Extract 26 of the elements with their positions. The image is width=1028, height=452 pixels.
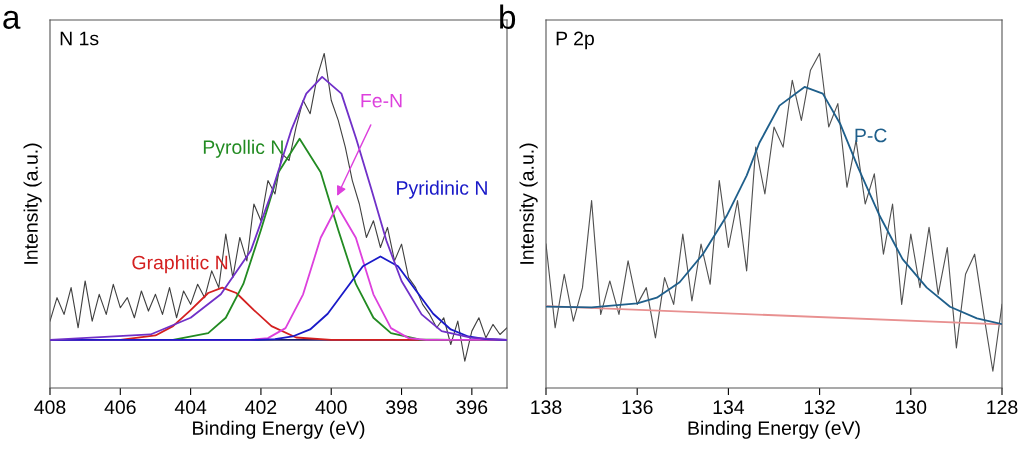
- text: Pyridinic N: [397, 180, 487, 199]
- x-tick-label: 138: [531, 400, 562, 415]
- x-tick-label: 132: [804, 400, 835, 415]
- x-tick-label: 400: [315, 400, 347, 415]
- chart-title: b: [500, 4, 516, 29]
- text: P 2p: [556, 31, 594, 50]
- x-tick-label: 406: [104, 400, 136, 415]
- x-tick-label: 396: [456, 400, 488, 415]
- x-tick-label: 128: [987, 400, 1018, 415]
- x-tick-label: 398: [386, 400, 417, 415]
- y-axis-title: Intensity (a.u.): [519, 143, 538, 264]
- x-tick-label: 134: [713, 400, 745, 415]
- series-label: P-C: [855, 128, 887, 143]
- series-label: Graphitic N: [132, 255, 228, 274]
- series-label: Pyrollic N: [203, 139, 283, 158]
- x-axis-title: Binding Energy (eV): [688, 420, 860, 439]
- text: N 1s: [60, 31, 99, 46]
- y-axis-title: Intensity (a.u.): [23, 143, 42, 264]
- text: Fe-N: [361, 93, 402, 108]
- x-tick-label: 408: [34, 400, 66, 415]
- x-tick-label: 130: [896, 400, 927, 415]
- x-axis-title: Binding Energy (eV): [193, 420, 365, 439]
- x-tick-label: 404: [174, 400, 207, 415]
- x-tick-label: 136: [622, 400, 653, 415]
- x-tick-label: 402: [245, 400, 277, 415]
- chart-title: a: [3, 10, 21, 29]
